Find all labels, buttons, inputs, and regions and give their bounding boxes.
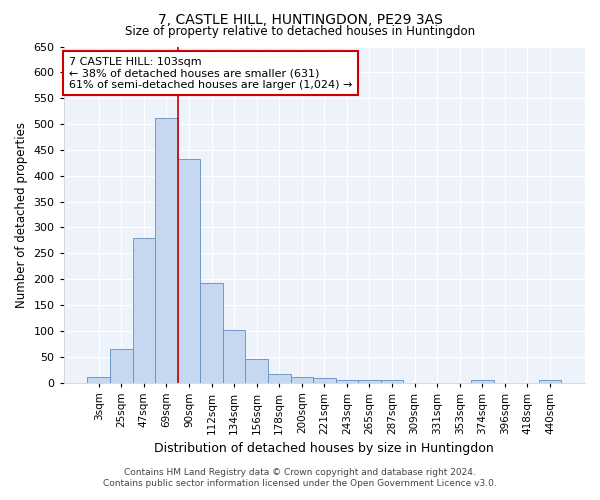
Bar: [290, 377, 313, 382]
Bar: [358, 380, 381, 382]
Bar: [88, 378, 110, 382]
Bar: [539, 380, 562, 382]
Text: Size of property relative to detached houses in Huntingdon: Size of property relative to detached ho…: [125, 25, 475, 38]
Bar: [155, 118, 178, 382]
Bar: [245, 358, 268, 382]
Text: Contains HM Land Registry data © Crown copyright and database right 2024.
Contai: Contains HM Land Registry data © Crown c…: [103, 468, 497, 487]
Bar: [335, 380, 358, 382]
Y-axis label: Number of detached properties: Number of detached properties: [15, 122, 28, 308]
Bar: [381, 380, 403, 382]
Text: 7 CASTLE HILL: 103sqm
← 38% of detached houses are smaller (631)
61% of semi-det: 7 CASTLE HILL: 103sqm ← 38% of detached …: [69, 56, 352, 90]
X-axis label: Distribution of detached houses by size in Huntingdon: Distribution of detached houses by size …: [154, 442, 494, 455]
Bar: [133, 238, 155, 382]
Bar: [268, 374, 290, 382]
Bar: [178, 159, 200, 382]
Bar: [313, 378, 335, 382]
Bar: [471, 380, 494, 382]
Bar: [223, 330, 245, 382]
Bar: [110, 349, 133, 382]
Bar: [200, 284, 223, 382]
Text: 7, CASTLE HILL, HUNTINGDON, PE29 3AS: 7, CASTLE HILL, HUNTINGDON, PE29 3AS: [158, 12, 442, 26]
